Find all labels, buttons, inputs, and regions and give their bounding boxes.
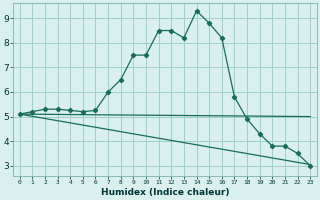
X-axis label: Humidex (Indice chaleur): Humidex (Indice chaleur) — [101, 188, 229, 197]
